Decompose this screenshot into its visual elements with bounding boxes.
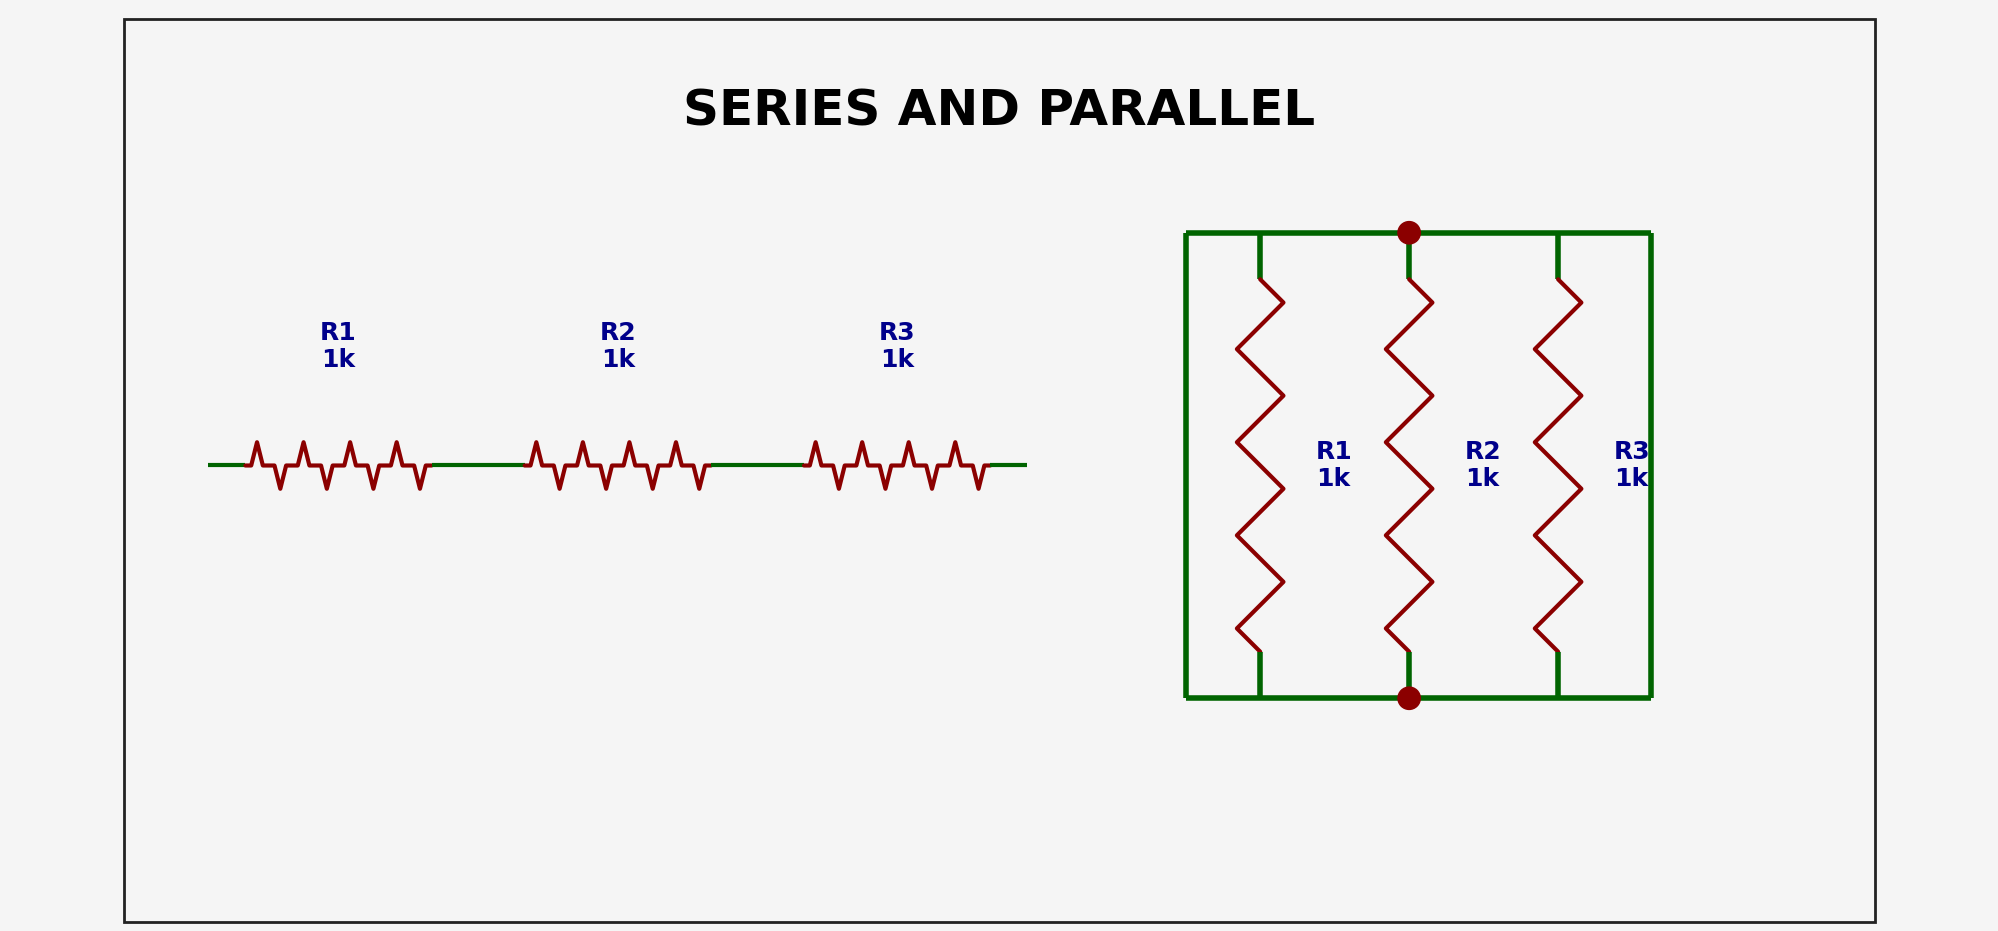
Text: SERIES AND PARALLEL: SERIES AND PARALLEL	[683, 88, 1315, 136]
Text: R3
1k: R3 1k	[879, 320, 915, 372]
Text: R2
1k: R2 1k	[599, 320, 635, 372]
Text: R1
1k: R1 1k	[320, 320, 358, 372]
Text: R1
1k: R1 1k	[1315, 439, 1353, 492]
Text: R3
1k: R3 1k	[1612, 439, 1650, 492]
Circle shape	[1397, 222, 1421, 244]
Text: R2
1k: R2 1k	[1465, 439, 1500, 492]
Circle shape	[1397, 687, 1421, 709]
